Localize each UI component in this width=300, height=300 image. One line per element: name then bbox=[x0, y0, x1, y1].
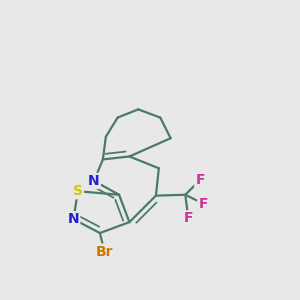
Text: F: F bbox=[195, 173, 205, 187]
Text: S: S bbox=[73, 184, 83, 198]
Text: Br: Br bbox=[96, 244, 113, 259]
Text: N: N bbox=[88, 174, 100, 188]
Text: F: F bbox=[184, 211, 193, 225]
Text: N: N bbox=[68, 212, 79, 226]
Text: F: F bbox=[198, 196, 208, 211]
